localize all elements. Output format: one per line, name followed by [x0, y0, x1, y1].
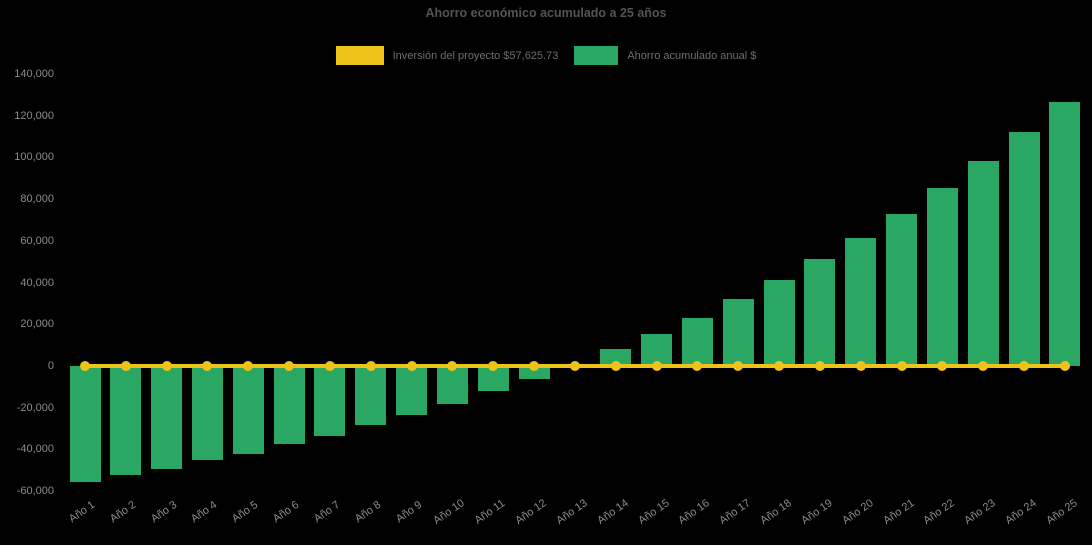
bar: [232, 366, 264, 455]
line-dot: [284, 361, 295, 371]
x-tick-label: Año 15: [635, 497, 672, 527]
bar: [967, 160, 999, 366]
x-tick-label: Año 5: [230, 498, 261, 526]
x-tick-label: Año 7: [311, 498, 343, 526]
y-tick-label: 80,000: [20, 193, 54, 206]
x-tick-label: Año 25: [1044, 497, 1080, 527]
y-tick-label: -40,000: [16, 443, 54, 456]
bar: [518, 366, 550, 379]
y-tick-label: -60,000: [16, 485, 54, 498]
line-dot: [406, 361, 417, 371]
legend-label-investment: Inversión del proyecto $57,625.73: [392, 49, 559, 62]
x-tick-label: Año 4: [189, 498, 220, 526]
chart-title: Ahorro económico acumulado a 25 años: [425, 6, 667, 20]
legend-swatch-savings: [574, 46, 619, 65]
bar: [1008, 132, 1040, 366]
line-dot: [120, 361, 131, 371]
x-tick-label: Año 11: [472, 497, 508, 527]
line-dot: [937, 361, 948, 371]
bar: [722, 299, 754, 366]
x-tick-label: Año 9: [393, 498, 424, 526]
line-dot: [447, 361, 458, 371]
x-tick-label: Año 10: [431, 497, 468, 527]
bar: [600, 348, 632, 366]
x-tick-label: Año 17: [717, 497, 753, 527]
bar: [763, 280, 795, 366]
x-tick-label: Año 3: [148, 498, 179, 526]
line-dot: [896, 361, 907, 371]
line-dot: [774, 361, 785, 371]
bar: [191, 366, 223, 460]
y-tick-label: 140,000: [14, 68, 54, 80]
y-tick-label: 120,000: [14, 109, 54, 122]
bar: [436, 366, 468, 404]
line-dot: [161, 361, 172, 371]
legend: Inversión del proyecto $57,625.73 Ahorro…: [0, 46, 1092, 65]
bar: [804, 259, 836, 366]
bar: [886, 213, 918, 366]
bar: [314, 366, 346, 437]
bar: [396, 366, 428, 416]
x-tick-label: Año 21: [880, 497, 917, 527]
y-tick-label: 20,000: [20, 318, 54, 331]
line-dot: [80, 361, 90, 371]
bar: [110, 366, 142, 476]
x-tick-label: Año 12: [513, 497, 549, 527]
bar: [355, 366, 387, 426]
line-dot: [569, 361, 580, 371]
x-tick-label: Año 23: [962, 497, 998, 527]
x-tick-label: Año 2: [107, 498, 139, 526]
line-dot: [692, 361, 703, 371]
x-tick-label: Año 8: [352, 498, 384, 526]
legend-swatch-investment: [335, 46, 384, 65]
line-dot: [243, 361, 254, 371]
bar: [1049, 102, 1081, 366]
line-dot: [610, 361, 621, 371]
line-dot: [202, 361, 213, 371]
x-tick-label: Año 24: [1003, 497, 1039, 527]
line-dot: [1019, 361, 1030, 371]
x-tick-label: Año 20: [840, 497, 876, 527]
line-dot: [365, 361, 376, 371]
x-tick-label: Año 1: [66, 498, 98, 526]
x-tick-label: Año 6: [270, 498, 302, 526]
line-dot: [529, 361, 540, 371]
line-dot: [814, 361, 825, 371]
x-tick-label: Año 22: [921, 497, 958, 527]
line-dot: [651, 361, 662, 371]
y-tick-label: 40,000: [20, 276, 54, 289]
bar: [151, 366, 183, 470]
bar: [641, 334, 673, 366]
legend-label-savings: Ahorro acumulado anual $: [627, 49, 757, 62]
y-tick-label: -20,000: [16, 401, 54, 414]
x-tick-label: Año 18: [758, 497, 794, 527]
bar: [273, 366, 305, 445]
bar: [681, 317, 713, 366]
x-tick-label: Año 14: [595, 497, 631, 527]
x-tick-label: Año 19: [799, 497, 835, 527]
y-tick-label: 100,000: [14, 151, 54, 164]
bar: [69, 366, 101, 482]
line-dot: [978, 361, 989, 371]
x-tick-label: Año 16: [676, 497, 713, 527]
line-dot: [324, 361, 335, 371]
y-tick-label: 0: [47, 360, 54, 372]
bar: [926, 188, 958, 366]
y-tick-label: 60,000: [20, 234, 54, 247]
line-dot: [1059, 361, 1070, 371]
x-tick-label: Año 13: [554, 497, 590, 527]
line-dot: [855, 361, 866, 371]
line-dot: [488, 361, 499, 371]
line-dot: [733, 361, 744, 371]
bar: [845, 237, 877, 366]
